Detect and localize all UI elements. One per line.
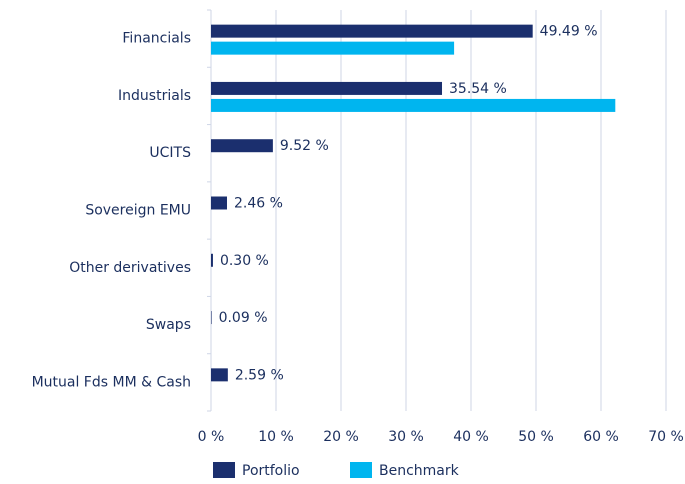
x-tick-label: 60 %: [583, 429, 619, 445]
bar: [211, 196, 227, 210]
bar: [211, 139, 273, 153]
data-label: 9.52 %: [280, 138, 329, 154]
x-tick-label: 10 %: [258, 429, 294, 445]
bar: [211, 81, 443, 95]
y-tick-label: Industrials: [118, 88, 191, 104]
data-label: 35.54 %: [449, 81, 507, 97]
data-label: 0.30 %: [220, 253, 269, 269]
legend-swatch: [213, 462, 235, 478]
data-label: 49.49 %: [540, 24, 598, 40]
bar: [211, 98, 616, 112]
y-tick-label: Sovereign EMU: [85, 203, 191, 219]
legend-swatch: [350, 462, 372, 478]
y-tick-label: Mutual Fds MM & Cash: [32, 374, 191, 390]
bar: [211, 368, 228, 382]
x-tick-label: 40 %: [453, 429, 489, 445]
legend-label: Benchmark: [379, 463, 460, 479]
y-tick-label: Other derivatives: [69, 260, 191, 276]
x-tick-label: 50 %: [518, 429, 554, 445]
y-tick-label: Financials: [122, 31, 191, 47]
data-label: 2.46 %: [234, 196, 283, 212]
bar: [211, 311, 212, 325]
bar: [211, 24, 533, 38]
x-tick-label: 70 %: [648, 429, 684, 445]
x-tick-label: 30 %: [388, 429, 424, 445]
y-tick-label: UCITS: [149, 145, 191, 161]
data-label: 2.59 %: [235, 367, 284, 383]
bar: [211, 253, 213, 267]
legend-label: Portfolio: [242, 463, 300, 479]
y-tick-label: Swaps: [146, 317, 191, 333]
x-tick-label: 20 %: [323, 429, 359, 445]
x-tick-label: 0 %: [198, 429, 225, 445]
data-label: 0.09 %: [219, 310, 268, 326]
bar: [211, 41, 455, 55]
